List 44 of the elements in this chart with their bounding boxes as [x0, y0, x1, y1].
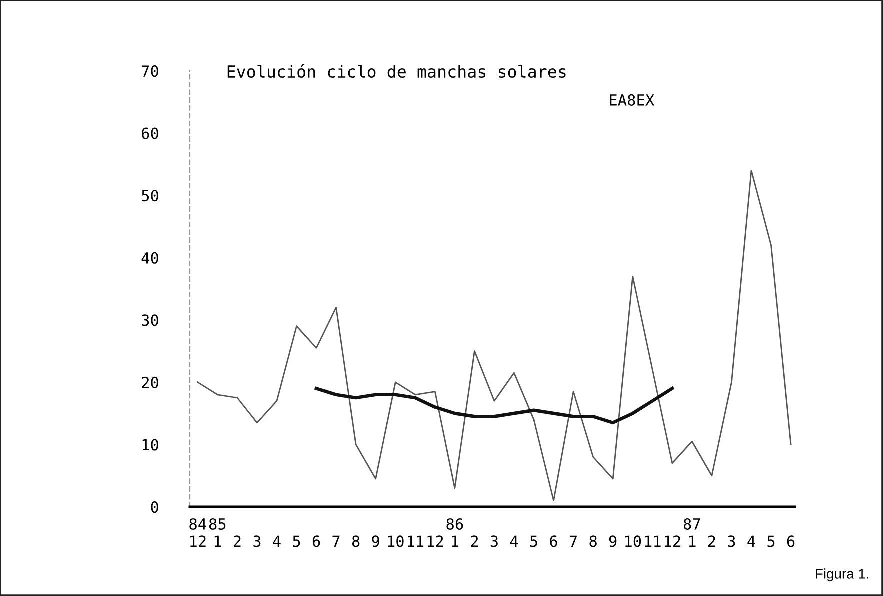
x-tick-label: 7 [570, 536, 578, 548]
x-tick-label: 11 [408, 536, 424, 548]
y-tick-label: 60 [142, 128, 158, 140]
x-tick-label: 6 [550, 536, 558, 548]
x-tick-label: 86 1 [446, 518, 464, 548]
x-tick-label: 9 [372, 536, 380, 548]
x-tick-label: 85 1 [209, 518, 226, 548]
y-tick-label: 40 [142, 252, 158, 264]
x-tick-label: 4 [748, 536, 756, 548]
x-tick-label: 5 [768, 536, 775, 548]
y-tick-label: 0 [151, 502, 158, 514]
line-series [314, 386, 674, 425]
x-tick-label: 4 [510, 536, 518, 548]
x-tick-label: 84 12 [190, 518, 206, 548]
line-series [197, 170, 792, 502]
x-tick-label: 7 [332, 536, 340, 548]
x-tick-label: 87 1 [684, 518, 700, 548]
x-tick-label: 6 [312, 536, 320, 548]
x-tick-label: 10 [626, 536, 642, 548]
x-tick-label: 8 [590, 536, 597, 548]
x-tick-label: 2 [234, 536, 241, 548]
x-tick-label: 3 [254, 536, 261, 548]
y-tick-label: 50 [142, 190, 158, 202]
x-tick-label: 10 [388, 536, 404, 548]
x-tick-label: 2 [708, 536, 716, 548]
x-tick-label: 4 [273, 536, 281, 548]
x-tick-label: 6 [787, 536, 795, 548]
x-tick-label: 5 [293, 536, 300, 548]
x-tick-label: 5 [530, 536, 538, 548]
annotation: EA8EX [610, 94, 655, 106]
y-tick-label: 10 [142, 439, 158, 451]
x-tick-label: 12 [428, 536, 444, 548]
x-tick-label: 9 [609, 536, 617, 548]
chart-title: Evolución ciclo de manchas solares [228, 64, 566, 78]
x-tick-label: 12 [665, 536, 680, 548]
y-tick-label: 30 [142, 314, 158, 326]
y-tick-label: 20 [142, 376, 158, 388]
x-tick-label: 8 [352, 536, 360, 548]
x-tick-label: 2 [471, 536, 478, 548]
y-tick-label: 70 [142, 66, 158, 78]
x-tick-label: 11 [645, 536, 661, 548]
x-tick-label: 3 [490, 536, 498, 548]
x-tick-label: 3 [728, 536, 736, 548]
text: Figura 1. [816, 568, 868, 582]
